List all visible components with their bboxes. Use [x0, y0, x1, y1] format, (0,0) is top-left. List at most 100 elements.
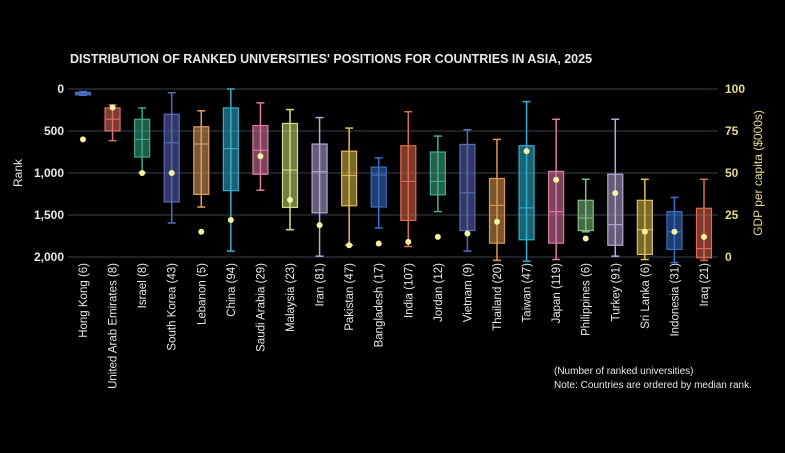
x-tick-label: Thailand (20): [492, 263, 504, 331]
chart-title: DISTRIBUTION OF RANKED UNIVERSITIES' POS…: [70, 52, 592, 66]
x-tick-label: Iraq (21): [699, 263, 711, 307]
x-tick-label: Indonesia (31): [669, 263, 681, 337]
x-tick-label: Israel (8): [137, 263, 149, 309]
gdp-dot: [375, 240, 382, 247]
gdp-dot: [346, 242, 353, 249]
iqr-box: [548, 170, 565, 244]
gdp-dot: [316, 222, 323, 229]
x-tick-label: Hong Kong (6): [78, 263, 90, 338]
iqr-box: [459, 143, 476, 232]
note-count: (Number of ranked universities): [554, 366, 694, 377]
box-israel: [134, 107, 151, 176]
x-tick-label: Jordan (12): [433, 263, 445, 322]
box-indonesia: [666, 196, 683, 264]
box-sri-lanka: [636, 178, 653, 261]
y2-axis-label: GDP per capita ($000s): [751, 110, 765, 236]
x-tick-label: Taiwan (47): [522, 263, 534, 323]
box-turkey: [607, 118, 624, 257]
x-tick-label: Sri Lanka (6): [640, 263, 652, 329]
box-malaysia: [281, 108, 299, 231]
gdp-dot: [227, 217, 234, 224]
box-bangladesh: [370, 157, 387, 247]
box-jordan: [429, 135, 446, 240]
x-tick-label: Iran (81): [315, 263, 327, 307]
x-tick-label: Bangladesh (17): [374, 263, 386, 348]
y2-tick-label: 0: [725, 250, 732, 264]
gdp-dot: [671, 228, 678, 235]
gdp-dot: [198, 228, 205, 235]
iqr-box: [518, 145, 535, 241]
gdp-dot: [701, 233, 707, 240]
iqr-box: [193, 126, 210, 196]
box-hong-kong: [74, 90, 92, 143]
y-tick-label: 0: [57, 82, 64, 96]
gdp-dot: [582, 235, 589, 242]
x-tick-label: South Korea (43): [167, 263, 179, 351]
y2-tick-label: 75: [725, 124, 739, 138]
y-tick-label: 2,000: [34, 250, 64, 264]
x-tick-label: Philippines (6): [581, 263, 593, 336]
box-lebanon: [193, 110, 210, 235]
box-philippines: [577, 178, 594, 242]
box-taiwan: [518, 100, 535, 262]
box-iran: [311, 116, 328, 257]
gdp-dot: [139, 170, 146, 176]
box-vietnam: [459, 128, 476, 252]
x-tick-label: Turkey (91): [610, 263, 622, 322]
y2-tick-label: 50: [725, 166, 739, 180]
box-iraq: [695, 178, 713, 262]
x-tick-label: Pakistan (47): [344, 263, 356, 331]
x-tick-label: Saudi Arabia (29): [255, 263, 267, 352]
gdp-dot: [405, 238, 412, 245]
gdp-dot: [168, 170, 175, 176]
iqr-box: [577, 199, 594, 232]
iqr-box: [311, 143, 328, 214]
y-tick-label: 1,500: [34, 208, 64, 222]
iqr-box: [370, 166, 387, 208]
y-tick-label: 500: [44, 124, 64, 138]
gdp-dot: [434, 233, 441, 240]
iqr-box: [695, 207, 713, 259]
x-tick-label: China (94): [226, 263, 238, 317]
x-tick-label: Vietnam (9): [462, 263, 474, 322]
y-tick-label: 1,000: [34, 166, 64, 180]
gdp-dot: [257, 153, 264, 160]
gdp-dot: [494, 218, 500, 225]
gdp-dot: [287, 196, 293, 203]
iqr-box: [134, 118, 151, 158]
iqr-box: [281, 122, 299, 209]
note-order: Note: Countries are ordered by median ra…: [554, 380, 752, 391]
gdp-dot: [523, 148, 530, 155]
iqr-box: [341, 150, 358, 207]
x-tick-label: Malaysia (23): [285, 263, 297, 332]
gdp-dot: [612, 190, 619, 197]
gdp-dot: [553, 176, 560, 183]
box-pakistan: [341, 127, 358, 249]
x-tick-label: Lebanon (5): [196, 263, 208, 325]
box-united-arab-emirates: [104, 104, 121, 142]
x-tick-label: United Arab Emirates (8): [108, 263, 120, 389]
y2-tick-label: 100: [725, 82, 745, 96]
iqr-box: [163, 113, 180, 203]
gdp-dot: [464, 230, 471, 237]
iqr-box: [429, 151, 446, 196]
iqr-box: [607, 173, 624, 246]
gdp-dot: [80, 136, 86, 143]
x-tick-label: India (107): [403, 263, 415, 318]
box-china: [222, 88, 239, 252]
box-saudi-arabia: [252, 102, 269, 191]
iqr-box: [222, 107, 239, 192]
gdp-dot: [641, 228, 648, 235]
iqr-box: [400, 145, 417, 222]
x-tick-label: Japan (119): [551, 263, 563, 324]
iqr-box: [636, 199, 653, 256]
box-south-korea: [163, 92, 180, 224]
gdp-dot: [109, 104, 116, 111]
y-axis-label: Rank: [11, 158, 25, 187]
box-india: [400, 110, 417, 248]
y2-tick-label: 25: [725, 208, 739, 222]
box-thailand: [488, 138, 506, 262]
box-japan: [548, 118, 565, 261]
iqr-box: [488, 177, 506, 244]
